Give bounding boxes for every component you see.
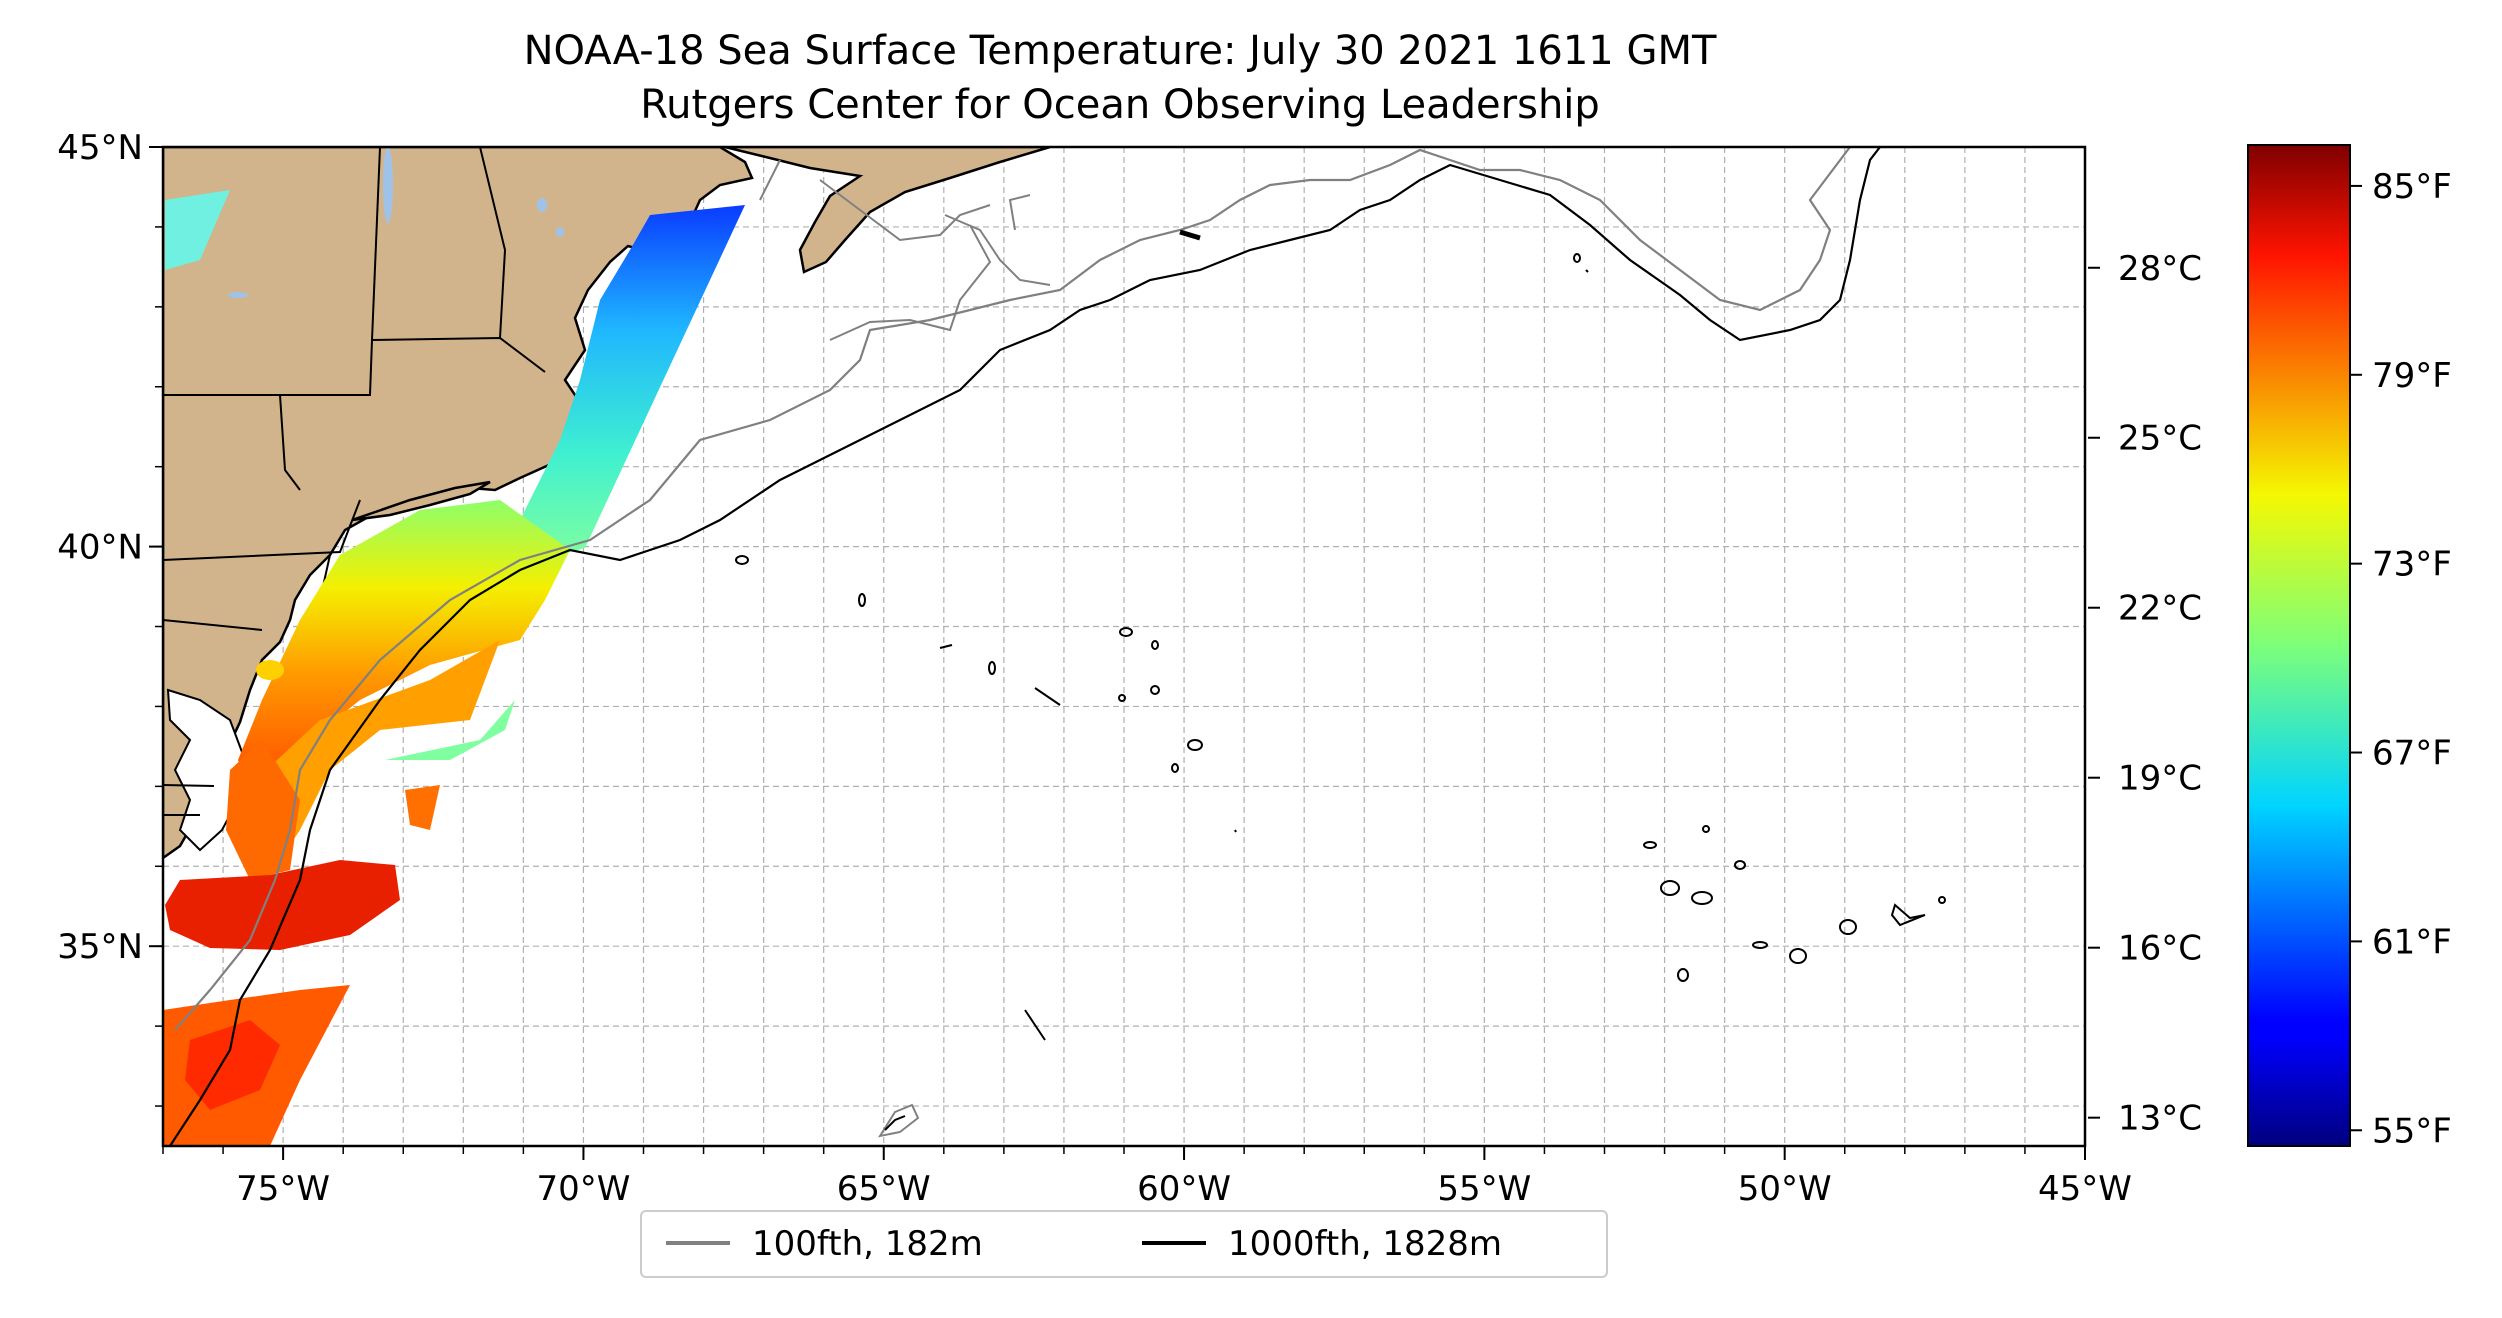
map-axis-ticks: 75°W 70°W 65°W 60°W 55°W 50°W 45°W 35°N 40°N 45°N (57, 128, 2132, 1209)
legend-swatch-1000fth (1142, 1240, 1206, 1245)
tick-label-lon: 60°W (1137, 1169, 1231, 1209)
legend-label-100fth: 100fth, 182m (752, 1224, 983, 1264)
tick-label-lon: 65°W (837, 1169, 931, 1209)
colorbar-label-c: 16°C (2118, 929, 2202, 969)
tick-label-lat: 40°N (57, 528, 143, 568)
isobath-100fth-gulf (759, 159, 1051, 341)
colorbar-label-f: 55°F (2372, 1111, 2452, 1151)
colorbar-label-c: 22°C (2118, 589, 2202, 629)
chesapeake-bay (166, 688, 247, 852)
legend-label-1000fth: 1000fth, 1828m (1228, 1224, 1503, 1264)
tick-label-lat: 45°N (57, 128, 143, 168)
tick-label-lon: 45°W (2038, 1169, 2132, 1209)
colorbar-label-f: 85°F (2372, 167, 2452, 207)
land-long-island (351, 480, 491, 522)
colorbar-label-f: 61°F (2372, 922, 2452, 962)
colorbar-label-c: 19°C (2118, 759, 2202, 799)
tick-label-lat: 35°N (57, 927, 143, 967)
land-maritimes (724, 147, 1051, 274)
isobath-1000fth (169, 147, 1881, 1146)
map-legend: 100fth, 182m 1000fth, 1828m (640, 1210, 1608, 1278)
tick-label-lon: 75°W (236, 1169, 330, 1209)
lakes (228, 147, 564, 298)
colorbar-label-f: 79°F (2372, 356, 2452, 396)
map-subtitle: Rutgers Center for Ocean Observing Leade… (640, 82, 1600, 128)
tick-label-lon: 70°W (536, 1169, 630, 1209)
colorbar-label-c: 13°C (2118, 1099, 2202, 1139)
legend-item-100fth: 100fth, 182m (666, 1222, 983, 1266)
tick-label-lon: 50°W (1738, 1169, 1832, 1209)
colorbar-ticks: 55°F 61°F 67°F 73°F 79°F 85°F 13°C 16°C 19°C 22°C… (2088, 167, 2452, 1151)
legend-item-1000fth: 1000fth, 1828m (1142, 1222, 1502, 1266)
colorbar (2247, 144, 2351, 1147)
tick-label-lon: 55°W (1437, 1169, 1531, 1209)
colorbar-label-c: 28°C (2118, 249, 2202, 289)
colorbar-label-f: 67°F (2372, 734, 2452, 774)
state-borders (163, 147, 546, 816)
seamounts (735, 229, 1946, 1138)
map-title: NOAA-18 Sea Surface Temperature: July 30… (523, 28, 1717, 74)
colorbar-label-c: 25°C (2118, 419, 2202, 459)
legend-swatch-100fth (666, 1240, 730, 1245)
colorbar-label-f: 73°F (2372, 545, 2452, 585)
isobath-100fth (174, 147, 1851, 1031)
sst-swath (163, 190, 745, 1146)
